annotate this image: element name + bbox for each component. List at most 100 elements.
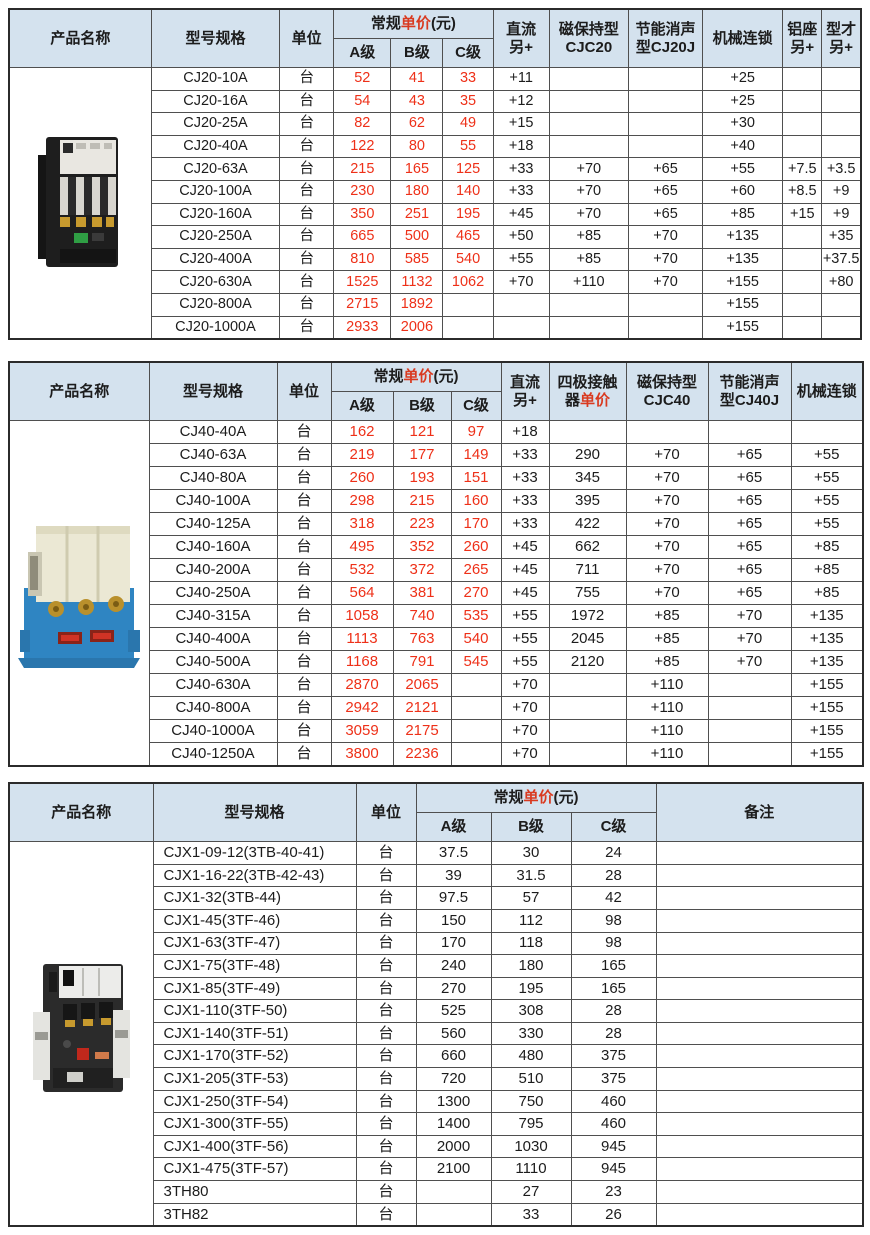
price-a-cell: 215	[333, 157, 392, 181]
extra-cell	[548, 420, 627, 445]
extra-cell: 711	[548, 558, 627, 583]
unit-cell: 台	[279, 157, 335, 181]
extra-cell: 662	[548, 535, 627, 560]
price-a-cell: 2933	[333, 315, 392, 340]
price-c-cell: 49	[442, 112, 494, 136]
price-b-cell: 740	[392, 604, 452, 629]
cj20-table-header: 产品名称 型号规格 单位 常规单价(元) 直流 另+ 磁保持型 CJC20 节能…	[8, 8, 862, 68]
extra-cell: +55	[500, 604, 550, 629]
price-b-cell: 763	[392, 627, 452, 652]
extra-cell: +85	[625, 650, 709, 675]
col-header-price-group: 常规单价(元)	[415, 782, 657, 814]
extra-cell	[707, 420, 792, 445]
extra-cell	[782, 67, 823, 91]
price-a-cell: 3059	[330, 719, 394, 744]
price-c-cell: 125	[442, 157, 494, 181]
price-b-cell: 585	[390, 247, 444, 272]
price-a-cell: 298	[330, 489, 394, 514]
unit-cell: 台	[279, 112, 335, 136]
extra-cell: +135	[790, 604, 864, 629]
extra-cell: +85	[548, 225, 629, 249]
table-row: CJX1-85(3TF-49) 台 270 195 165	[9, 976, 864, 1001]
extra-cell: +70	[625, 581, 709, 606]
col-header-unit: 单位	[279, 8, 335, 68]
extra-cell	[627, 134, 704, 159]
price-c-cell: 540	[442, 247, 494, 272]
extra-cell: +65	[627, 202, 704, 227]
price-a-cell: 1400	[415, 1112, 492, 1136]
extra-cell	[655, 1021, 864, 1046]
extra-cell: 2045	[548, 627, 627, 652]
col-header-unit: 单位	[276, 361, 332, 422]
table-row: CJ40-40A 台 162 121 97 +18	[8, 420, 864, 767]
price-b-cell: 1030	[490, 1134, 572, 1159]
extra-cell: +85	[790, 535, 864, 560]
table-row: CJ20-10A 台 52 41 33 +11 +25	[8, 67, 862, 340]
extra-cell: +50	[492, 225, 550, 249]
price-c-cell: 170	[450, 512, 502, 537]
extra-cell: +70	[627, 270, 704, 294]
col-header-price-group: 常规单价(元)	[333, 8, 494, 39]
extra-cell: +155	[790, 742, 864, 767]
price-b-cell: 223	[392, 512, 452, 537]
price-word-red: 单价	[523, 789, 554, 807]
model-cell: CJX1-205(3TF-53)	[152, 1067, 357, 1091]
unit-cell: 台	[276, 512, 332, 537]
extra-cell	[782, 247, 823, 272]
table-row: CJ40-100A 台 298 215 160 +33 395 +70 +65 +55	[9, 489, 864, 514]
extra-cell: +9	[821, 202, 862, 227]
extra-cell	[548, 696, 627, 721]
price-c-cell: 23	[570, 1180, 657, 1204]
price-c-cell: 165	[570, 954, 657, 978]
unit-cell: 台	[355, 908, 417, 933]
model-cell: CJX1-09-12(3TB-40-41)	[152, 841, 357, 865]
extra-cell: +33	[492, 157, 550, 181]
cjx1-price-table: 产品名称 型号规格 单位 常规单价(元) 备注 A级 B级 C级	[8, 782, 865, 1228]
model-cell: CJ40-200A	[148, 558, 278, 583]
price-c-cell	[450, 696, 502, 721]
table-row: CJ40-1000A 台 3059 2175 +70 +110 +155	[9, 719, 864, 744]
extra-cell: +85	[790, 581, 864, 606]
extra-cell: 345	[548, 466, 627, 491]
col-header-price-group: 常规单价(元)	[330, 361, 502, 393]
col-header-dc-extra: 直流 另+	[492, 8, 550, 68]
model-cell: CJX1-170(3TF-52)	[152, 1044, 357, 1069]
price-b-cell: 195	[490, 976, 572, 1001]
extra-cell	[821, 112, 862, 136]
product-photo-cell	[8, 841, 154, 1227]
extra-cell: +18	[492, 134, 550, 159]
extra-cell: +18	[500, 420, 550, 445]
price-b-cell: 381	[392, 581, 452, 606]
model-cell: CJ20-250A	[150, 225, 281, 249]
price-c-cell: 149	[450, 443, 502, 468]
table-row: CJX1-63(3TF-47) 台 170 118 98	[9, 931, 864, 956]
unit-cell: 台	[279, 67, 335, 91]
price-b-cell: 480	[490, 1044, 572, 1069]
unit-cell: 台	[276, 535, 332, 560]
price-b-cell: 121	[392, 420, 452, 445]
extra-cell: +110	[548, 270, 629, 294]
extra-cell	[655, 886, 864, 910]
extra-cell	[627, 89, 704, 114]
extra-cell: +135	[790, 627, 864, 652]
price-a-cell: 219	[330, 443, 394, 468]
extra-cell: +70	[707, 627, 792, 652]
extra-cell: +110	[625, 719, 709, 744]
price-c-cell: 33	[442, 67, 494, 91]
cj40-contactor-photo	[18, 526, 141, 669]
model-cell: CJ20-630A	[150, 270, 281, 294]
extra-cell	[627, 292, 704, 317]
model-cell: CJ20-63A	[150, 157, 281, 181]
extra-cell: +33	[492, 179, 550, 204]
extra-cell	[821, 67, 862, 91]
col-header-grade-b: B级	[490, 812, 572, 843]
col-header-energy-saving: 节能消声 型CJ40J	[707, 361, 792, 422]
extra-cell: +155	[702, 315, 784, 340]
price-c-cell: 945	[570, 1157, 657, 1182]
price-b-cell: 193	[392, 466, 452, 491]
extra-cell: +155	[790, 673, 864, 698]
col-header-product: 产品名称	[8, 782, 154, 843]
extra-cell	[821, 292, 862, 317]
extra-cell: +55	[500, 650, 550, 675]
